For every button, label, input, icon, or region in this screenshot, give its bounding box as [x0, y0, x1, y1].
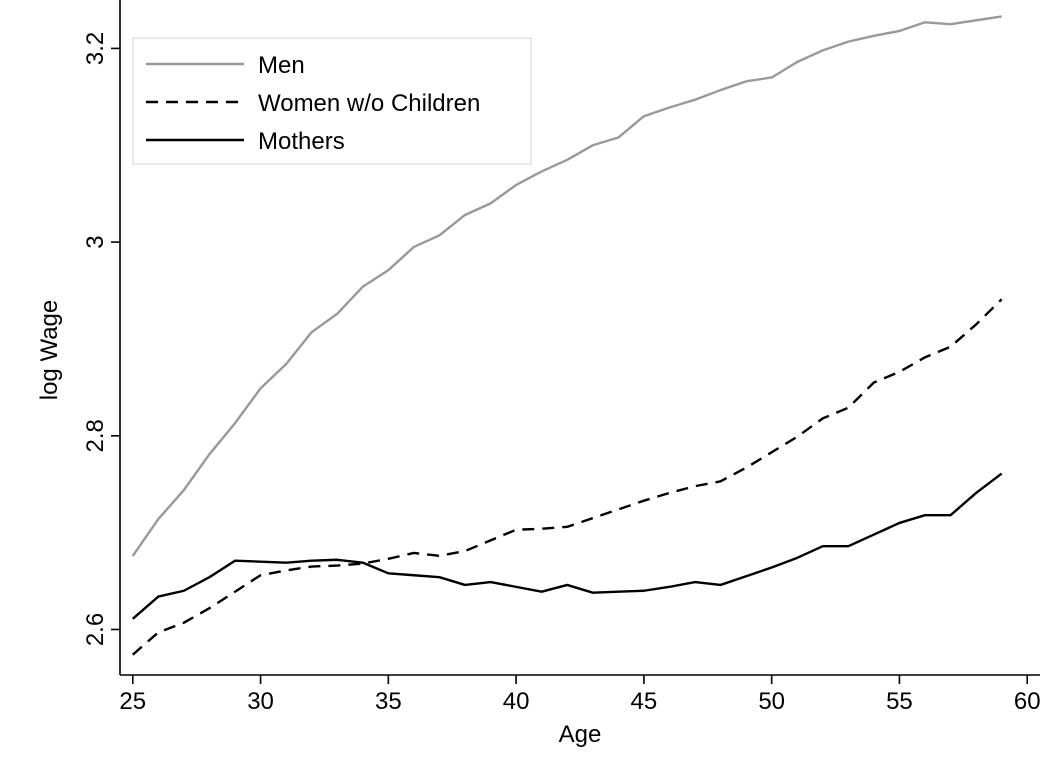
x-tick-label: 30 — [247, 688, 274, 715]
plot-lines — [131, 15, 1003, 656]
series-line-women-without-children — [131, 298, 1003, 656]
y-axis-title: log Wage — [36, 300, 63, 401]
x-tick-label: 25 — [119, 688, 146, 715]
x-axis-title: Age — [559, 721, 602, 748]
series-line-men — [131, 15, 1002, 557]
series-line-mothers — [131, 472, 1003, 620]
x-tick-label: 45 — [631, 688, 658, 715]
y-tick-label: 2.6 — [82, 613, 109, 646]
x-ticks: 25 30 35 40 45 50 55 60 — [119, 675, 1041, 715]
y-tick-label: 3.2 — [82, 32, 109, 65]
x-tick-label: 55 — [886, 688, 913, 715]
y-ticks: 2.6 2.8 3 3.2 — [82, 32, 120, 646]
legend-label-women-without-children: Women w/o Children — [258, 90, 480, 117]
legend-box — [132, 37, 532, 165]
x-tick-label: 60 — [1014, 688, 1041, 715]
x-tick-label: 40 — [503, 688, 530, 715]
x-tick-label: 50 — [758, 688, 785, 715]
x-tick-label: 35 — [375, 688, 402, 715]
axes — [119, 0, 1040, 676]
legend-label-mothers: Mothers — [258, 128, 345, 155]
y-tick-label: 2.8 — [82, 419, 109, 452]
legend: Men Women w/o Children Mothers — [132, 37, 532, 165]
y-tick-label: 3 — [82, 235, 109, 248]
legend-label-men: Men — [258, 52, 305, 79]
